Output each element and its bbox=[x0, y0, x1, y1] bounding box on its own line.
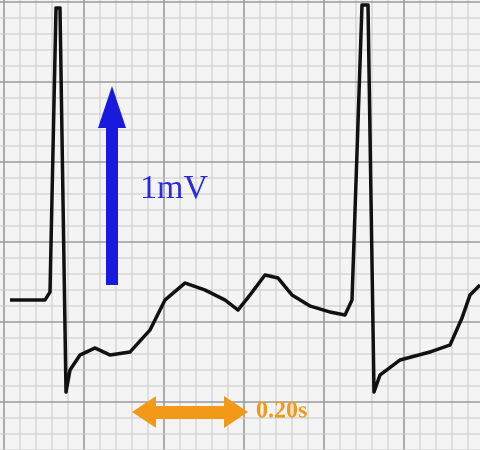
duration-arrow bbox=[132, 396, 248, 428]
arrow-head-left bbox=[132, 396, 156, 428]
arrow-head-right bbox=[224, 396, 248, 428]
amplitude-label: 1mV bbox=[140, 169, 208, 206]
ecg-trace bbox=[10, 3, 480, 394]
duration-label: 0.20s bbox=[256, 398, 307, 424]
amplitude-arrow bbox=[98, 86, 126, 285]
arrow-head bbox=[98, 86, 126, 128]
arrow-shaft bbox=[106, 115, 118, 285]
arrow-shaft bbox=[150, 406, 232, 419]
